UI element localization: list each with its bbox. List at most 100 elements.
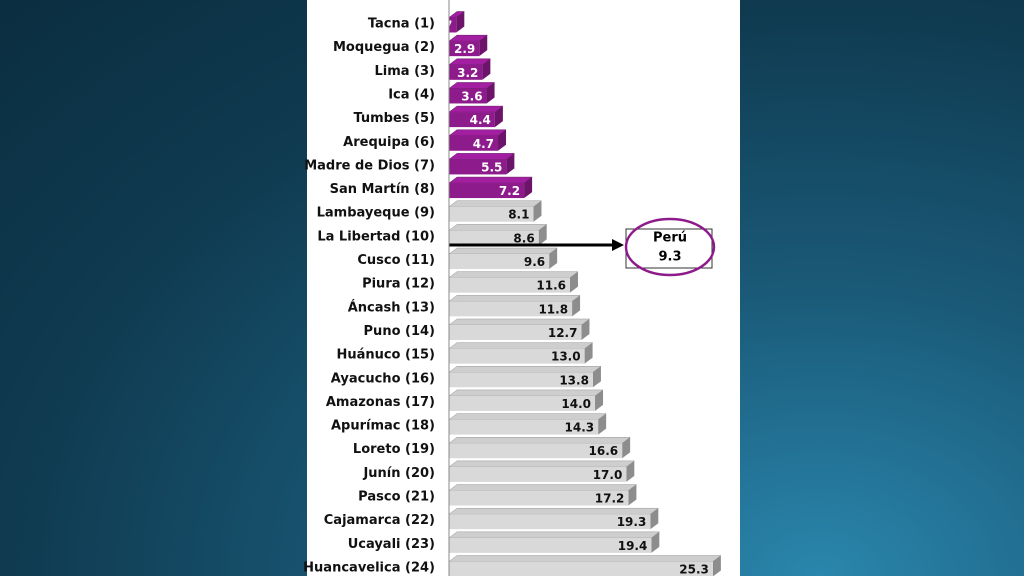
value-label: 4.7 bbox=[473, 137, 494, 151]
value-label: 3.2 bbox=[457, 66, 478, 80]
bar: 11.8 bbox=[449, 295, 581, 317]
bar-front bbox=[449, 537, 652, 553]
value-label: 7.2 bbox=[499, 184, 520, 198]
bar: 9.6 bbox=[449, 247, 558, 270]
category-label: Cajamarca (22) bbox=[324, 513, 435, 528]
bar-side bbox=[584, 342, 593, 364]
bar: 3.2 bbox=[449, 58, 492, 80]
bar-top bbox=[449, 247, 558, 255]
value-label: 11.8 bbox=[538, 302, 568, 316]
bar-front bbox=[449, 183, 525, 199]
bar-front bbox=[449, 372, 593, 388]
bar-side bbox=[494, 106, 503, 128]
annotation-ellipse bbox=[624, 217, 716, 277]
bar-side bbox=[498, 129, 507, 151]
bar-top bbox=[449, 389, 604, 397]
bar-front bbox=[449, 206, 534, 222]
bar-top bbox=[449, 366, 602, 373]
bar: 5.5 bbox=[449, 153, 516, 175]
bar-front bbox=[449, 561, 713, 576]
category-label: Piura (12) bbox=[362, 277, 435, 292]
bar-top bbox=[449, 555, 722, 562]
bar-side bbox=[538, 224, 547, 246]
bar: 25.3 bbox=[449, 555, 722, 576]
bar-front bbox=[449, 64, 483, 80]
bar: 12.7 bbox=[449, 318, 591, 340]
bar: 17.0 bbox=[449, 460, 636, 482]
bar: 13.0 bbox=[449, 342, 594, 364]
value-label: 12.7 bbox=[548, 326, 578, 340]
value-label: 8.1 bbox=[508, 208, 529, 222]
bar-side bbox=[533, 200, 542, 222]
category-label: Arequipa (6) bbox=[343, 135, 435, 150]
category-label: Lima (3) bbox=[374, 64, 435, 79]
category-label: Madre de Dios (7) bbox=[304, 158, 435, 173]
bar-top bbox=[449, 342, 594, 349]
category-label: Apurímac (18) bbox=[331, 419, 435, 434]
bar: 19.4 bbox=[449, 531, 661, 553]
bar-side bbox=[626, 460, 635, 482]
bar-side bbox=[479, 35, 488, 57]
bar-top bbox=[449, 484, 638, 491]
bar: 19.3 bbox=[449, 507, 660, 530]
bar-side bbox=[581, 318, 590, 340]
value-label: 5.5 bbox=[481, 160, 502, 174]
value-label: 14.3 bbox=[565, 421, 595, 435]
category-label: Pasco (21) bbox=[358, 490, 435, 505]
value-label: 2.9 bbox=[454, 42, 475, 56]
annotation-value: 9.3 bbox=[658, 250, 681, 265]
bar-top bbox=[449, 507, 660, 515]
category-label: Amazonas (17) bbox=[326, 395, 435, 410]
category-label: Moquegua (2) bbox=[333, 40, 435, 55]
value-label: 19.4 bbox=[618, 539, 648, 553]
category-label: Puno (14) bbox=[364, 324, 435, 339]
bar-front bbox=[449, 254, 550, 270]
bar-top bbox=[449, 295, 581, 302]
bar-side bbox=[569, 271, 578, 293]
value-label: 16.6 bbox=[589, 444, 619, 458]
bar-side bbox=[524, 177, 533, 199]
category-label: Huancavelica (24) bbox=[303, 561, 435, 576]
value-label: 8.6 bbox=[513, 231, 534, 245]
category-label: La Libertad (10) bbox=[317, 229, 435, 244]
bar-side bbox=[572, 295, 581, 317]
bar-front bbox=[449, 301, 573, 317]
bar: 0.7 bbox=[431, 11, 466, 33]
bar-top bbox=[449, 318, 591, 326]
value-label: 4.4 bbox=[470, 113, 491, 127]
bar-front bbox=[449, 135, 499, 151]
bar-side bbox=[628, 484, 637, 506]
value-label: 0.7 bbox=[431, 19, 452, 33]
bar-top bbox=[449, 153, 516, 160]
category-label: Huánuco (15) bbox=[336, 348, 435, 363]
bar-side bbox=[506, 153, 515, 175]
bar: 17.2 bbox=[449, 484, 638, 506]
bar-side bbox=[622, 437, 631, 459]
bar-top bbox=[449, 413, 607, 420]
bar-front bbox=[449, 88, 487, 104]
arrow-head bbox=[612, 239, 624, 251]
bar-side bbox=[712, 555, 721, 576]
bar-top bbox=[449, 436, 631, 444]
bar-side bbox=[549, 248, 558, 270]
category-label: Lambayeque (9) bbox=[317, 206, 435, 221]
bar: 2.9 bbox=[449, 34, 488, 57]
bar: 4.4 bbox=[449, 105, 504, 128]
bar: 14.3 bbox=[449, 413, 607, 435]
category-label: Junín (20) bbox=[362, 466, 435, 481]
bar-top bbox=[449, 82, 496, 89]
category-label: Cusco (11) bbox=[357, 253, 435, 268]
bar-side bbox=[595, 389, 604, 411]
bar-front bbox=[449, 490, 629, 506]
bar-top bbox=[449, 129, 507, 137]
bar-side bbox=[482, 58, 491, 80]
bar-front bbox=[449, 419, 599, 435]
category-label: Áncash (13) bbox=[348, 299, 435, 315]
bar: 16.6 bbox=[449, 436, 631, 459]
bar-side bbox=[650, 508, 659, 530]
category-label: Ayacucho (16) bbox=[331, 371, 435, 386]
bar: 11.6 bbox=[449, 271, 579, 293]
value-label: 17.2 bbox=[595, 492, 625, 506]
